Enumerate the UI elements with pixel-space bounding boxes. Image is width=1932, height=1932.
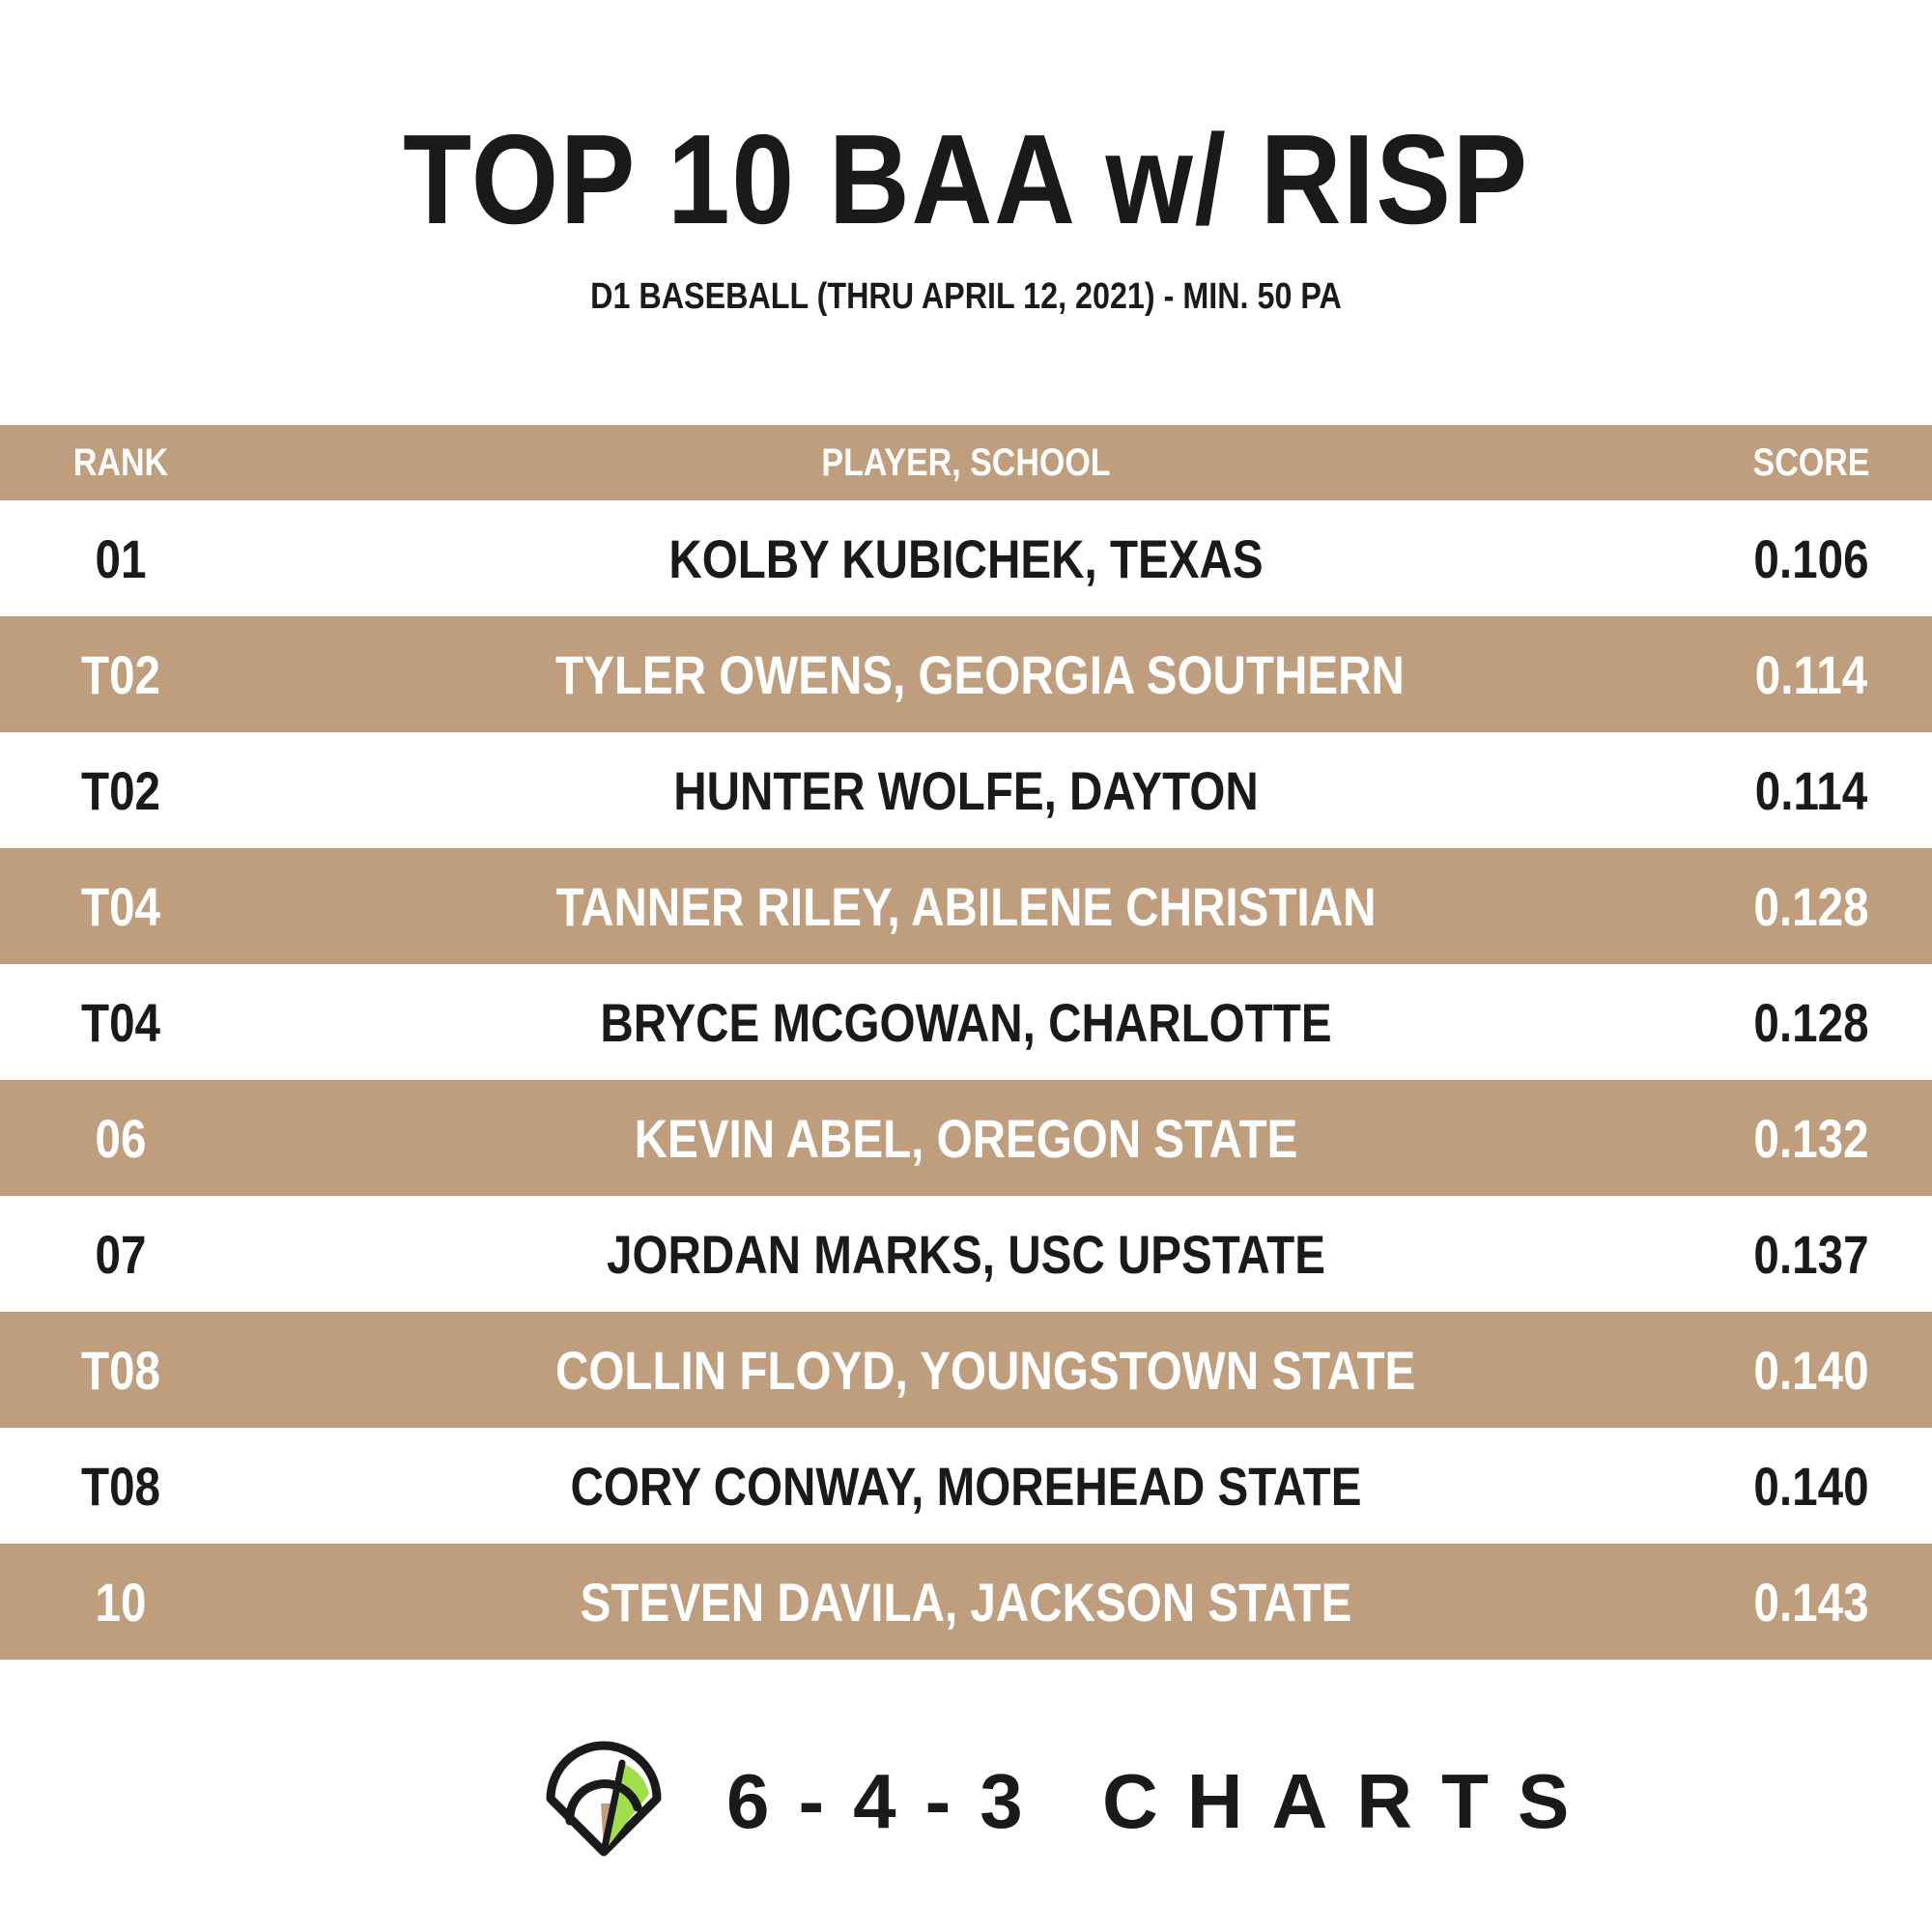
table-row: T08 COLLIN FLOYD, YOUNGSTOWN STATE 0.140	[0, 1312, 1932, 1428]
table-row: 01 KOLBY KUBICHEK, TEXAS 0.106	[0, 500, 1932, 616]
score-cell: 0.140	[1753, 1455, 1869, 1517]
chart-subtitle: D1 BASEBALL (THRU APRIL 12, 2021) - MIN.…	[590, 276, 1342, 317]
rank-cell: T04	[80, 991, 161, 1053]
rank-cell: 06	[95, 1107, 147, 1169]
brand-name: 6-4-3 CHARTS	[726, 1758, 1599, 1844]
column-header-rank: RANK	[72, 440, 169, 484]
player-cell: KOLBY KUBICHEK, TEXAS	[668, 527, 1264, 589]
player-cell: KEVIN ABEL, OREGON STATE	[634, 1107, 1298, 1169]
player-cell: TANNER RILEY, ABILENE CHRISTIAN	[555, 875, 1377, 937]
rank-cell: T08	[80, 1339, 161, 1401]
table-row: T04 TANNER RILEY, ABILENE CHRISTIAN 0.128	[0, 848, 1932, 964]
score-cell: 0.128	[1753, 875, 1869, 937]
table-row: 10 STEVEN DAVILA, JACKSON STATE 0.143	[0, 1544, 1932, 1660]
score-cell: 0.140	[1753, 1339, 1869, 1401]
rank-cell: 10	[95, 1571, 147, 1633]
score-cell: 0.106	[1753, 527, 1869, 589]
player-cell: COLLIN FLOYD, YOUNGSTOWN STATE	[555, 1339, 1416, 1401]
player-cell: STEVEN DAVILA, JACKSON STATE	[580, 1571, 1352, 1633]
table-header: RANK PLAYER, SCHOOL SCORE	[0, 425, 1932, 500]
table-row: 07 JORDAN MARKS, USC UPSTATE 0.137	[0, 1196, 1932, 1312]
rank-cell: 07	[95, 1223, 147, 1285]
rank-cell: T04	[80, 875, 161, 937]
rank-cell: 01	[95, 527, 147, 589]
table-row: T02 HUNTER WOLFE, DAYTON 0.114	[0, 732, 1932, 848]
table-body: 01 KOLBY KUBICHEK, TEXAS 0.106 T02 TYLER OWE…	[0, 500, 1932, 1660]
rank-cell: T02	[80, 643, 161, 705]
score-cell: 0.132	[1753, 1107, 1869, 1169]
table-row: T04 BRYCE MCGOWAN, CHARLOTTE 0.128	[0, 964, 1932, 1080]
score-cell: 0.137	[1753, 1223, 1869, 1285]
rank-cell: T08	[80, 1455, 161, 1517]
player-cell: HUNTER WOLFE, DAYTON	[673, 759, 1259, 821]
column-header-player: PLAYER, SCHOOL	[821, 440, 1111, 484]
table-row: T08 CORY CONWAY, MOREHEAD STATE 0.140	[0, 1428, 1932, 1544]
score-cell: 0.143	[1753, 1571, 1869, 1633]
score-cell: 0.114	[1754, 643, 1868, 705]
table-row: T02 TYLER OWENS, GEORGIA SOUTHERN 0.114	[0, 616, 1932, 732]
table-row: 06 KEVIN ABEL, OREGON STATE 0.132	[0, 1080, 1932, 1196]
player-cell: CORY CONWAY, MOREHEAD STATE	[570, 1455, 1362, 1517]
baseball-field-icon	[546, 1741, 662, 1857]
score-cell: 0.114	[1754, 759, 1868, 821]
player-cell: BRYCE MCGOWAN, CHARLOTTE	[600, 991, 1332, 1053]
score-cell: 0.128	[1753, 991, 1869, 1053]
brand-logo: 6-4-3 CHARTS	[541, 1734, 1569, 1869]
player-cell: JORDAN MARKS, USC UPSTATE	[606, 1223, 1326, 1285]
rank-cell: T02	[80, 759, 161, 821]
player-cell: TYLER OWENS, GEORGIA SOUTHERN	[555, 643, 1405, 705]
chart-title: TOP 10 BAA w/ RISP	[403, 108, 1529, 250]
rankings-table: RANK PLAYER, SCHOOL SCORE 01 KOLBY KUBICH…	[0, 425, 1932, 1660]
column-header-score: SCORE	[1752, 440, 1870, 484]
